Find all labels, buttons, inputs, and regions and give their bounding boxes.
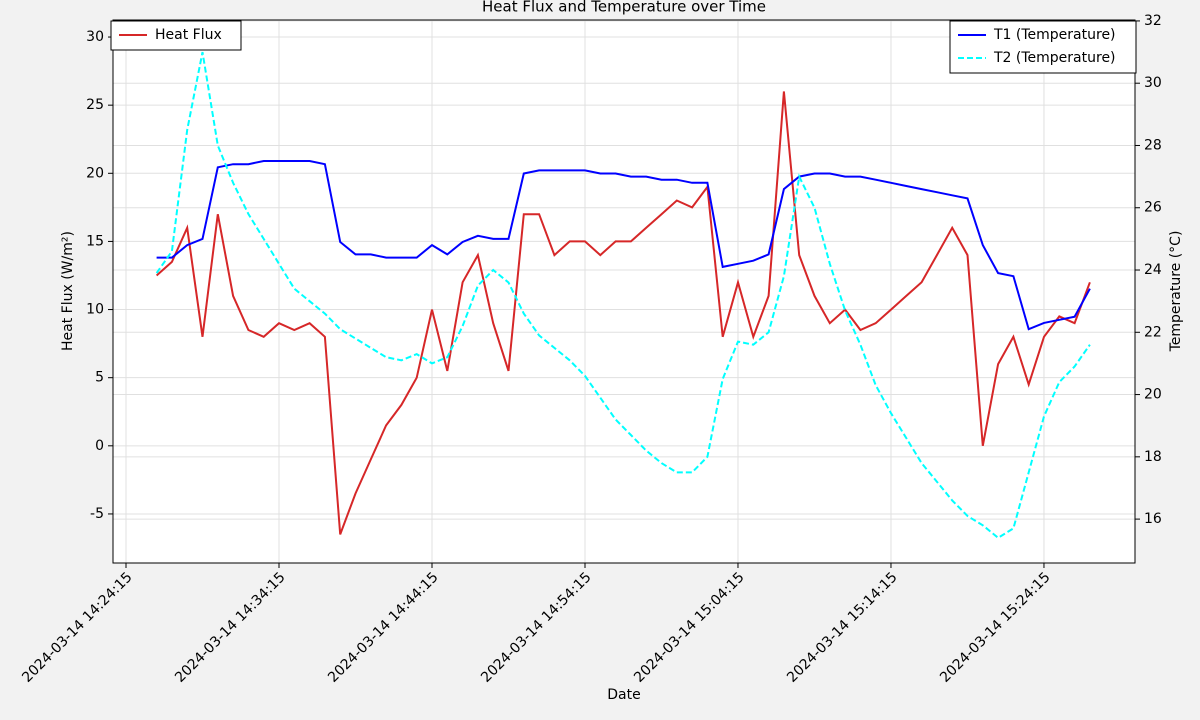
x-axis-label: Date (607, 687, 640, 703)
x-tick-label: 2024-03-14 14:34:15 (172, 569, 288, 685)
chart-title: Heat Flux and Temperature over Time (482, 0, 766, 16)
y-tick-label: 25 (86, 97, 104, 113)
legend-box (949, 20, 1137, 74)
x-tick-label: 2024-03-14 14:54:15 (478, 569, 594, 685)
y2-tick-label: 26 (1144, 200, 1162, 216)
y2-tick-label: 22 (1144, 324, 1162, 340)
line-series (156, 160, 1091, 331)
x-tick-label: 2024-03-14 14:24:15 (19, 569, 135, 685)
y-tick-label: 5 (95, 370, 104, 386)
y2-axis-label: Temperature (°C) (1168, 231, 1184, 353)
y-tick-label: 0 (95, 438, 104, 454)
y-tick-label: 20 (86, 165, 104, 181)
y2-tick-label: 24 (1144, 262, 1162, 278)
y-tick-label: -5 (90, 506, 104, 522)
y2-tick-label: 20 (1144, 387, 1162, 403)
y2-tick-label: 28 (1144, 137, 1162, 153)
y2-tick-label: 18 (1144, 449, 1162, 465)
legend-label: T2 (Temperature) (993, 50, 1116, 66)
y-tick-label: 10 (86, 302, 104, 318)
line-series (155, 51, 1091, 540)
plot-frame (112, 19, 1136, 564)
x-tick-label: 2024-03-14 14:44:15 (325, 569, 441, 685)
x-tick-label: 2024-03-14 15:04:15 (631, 569, 747, 685)
y-tick-label: 15 (86, 233, 104, 249)
x-tick-label: 2024-03-14 15:14:15 (784, 569, 900, 685)
y-axis-label: Heat Flux (W/m²) (60, 231, 76, 351)
line-series (155, 91, 1091, 535)
legend-label: Heat Flux (155, 27, 222, 43)
x-tick-label: 2024-03-14 15:24:15 (937, 569, 1053, 685)
y2-tick-label: 30 (1144, 75, 1162, 91)
y-tick-label: 30 (86, 29, 104, 45)
legend-label: T1 (Temperature) (993, 27, 1116, 43)
y2-tick-label: 16 (1144, 511, 1162, 527)
plot-area (113, 20, 1135, 563)
y2-tick-label: 32 (1144, 13, 1162, 29)
